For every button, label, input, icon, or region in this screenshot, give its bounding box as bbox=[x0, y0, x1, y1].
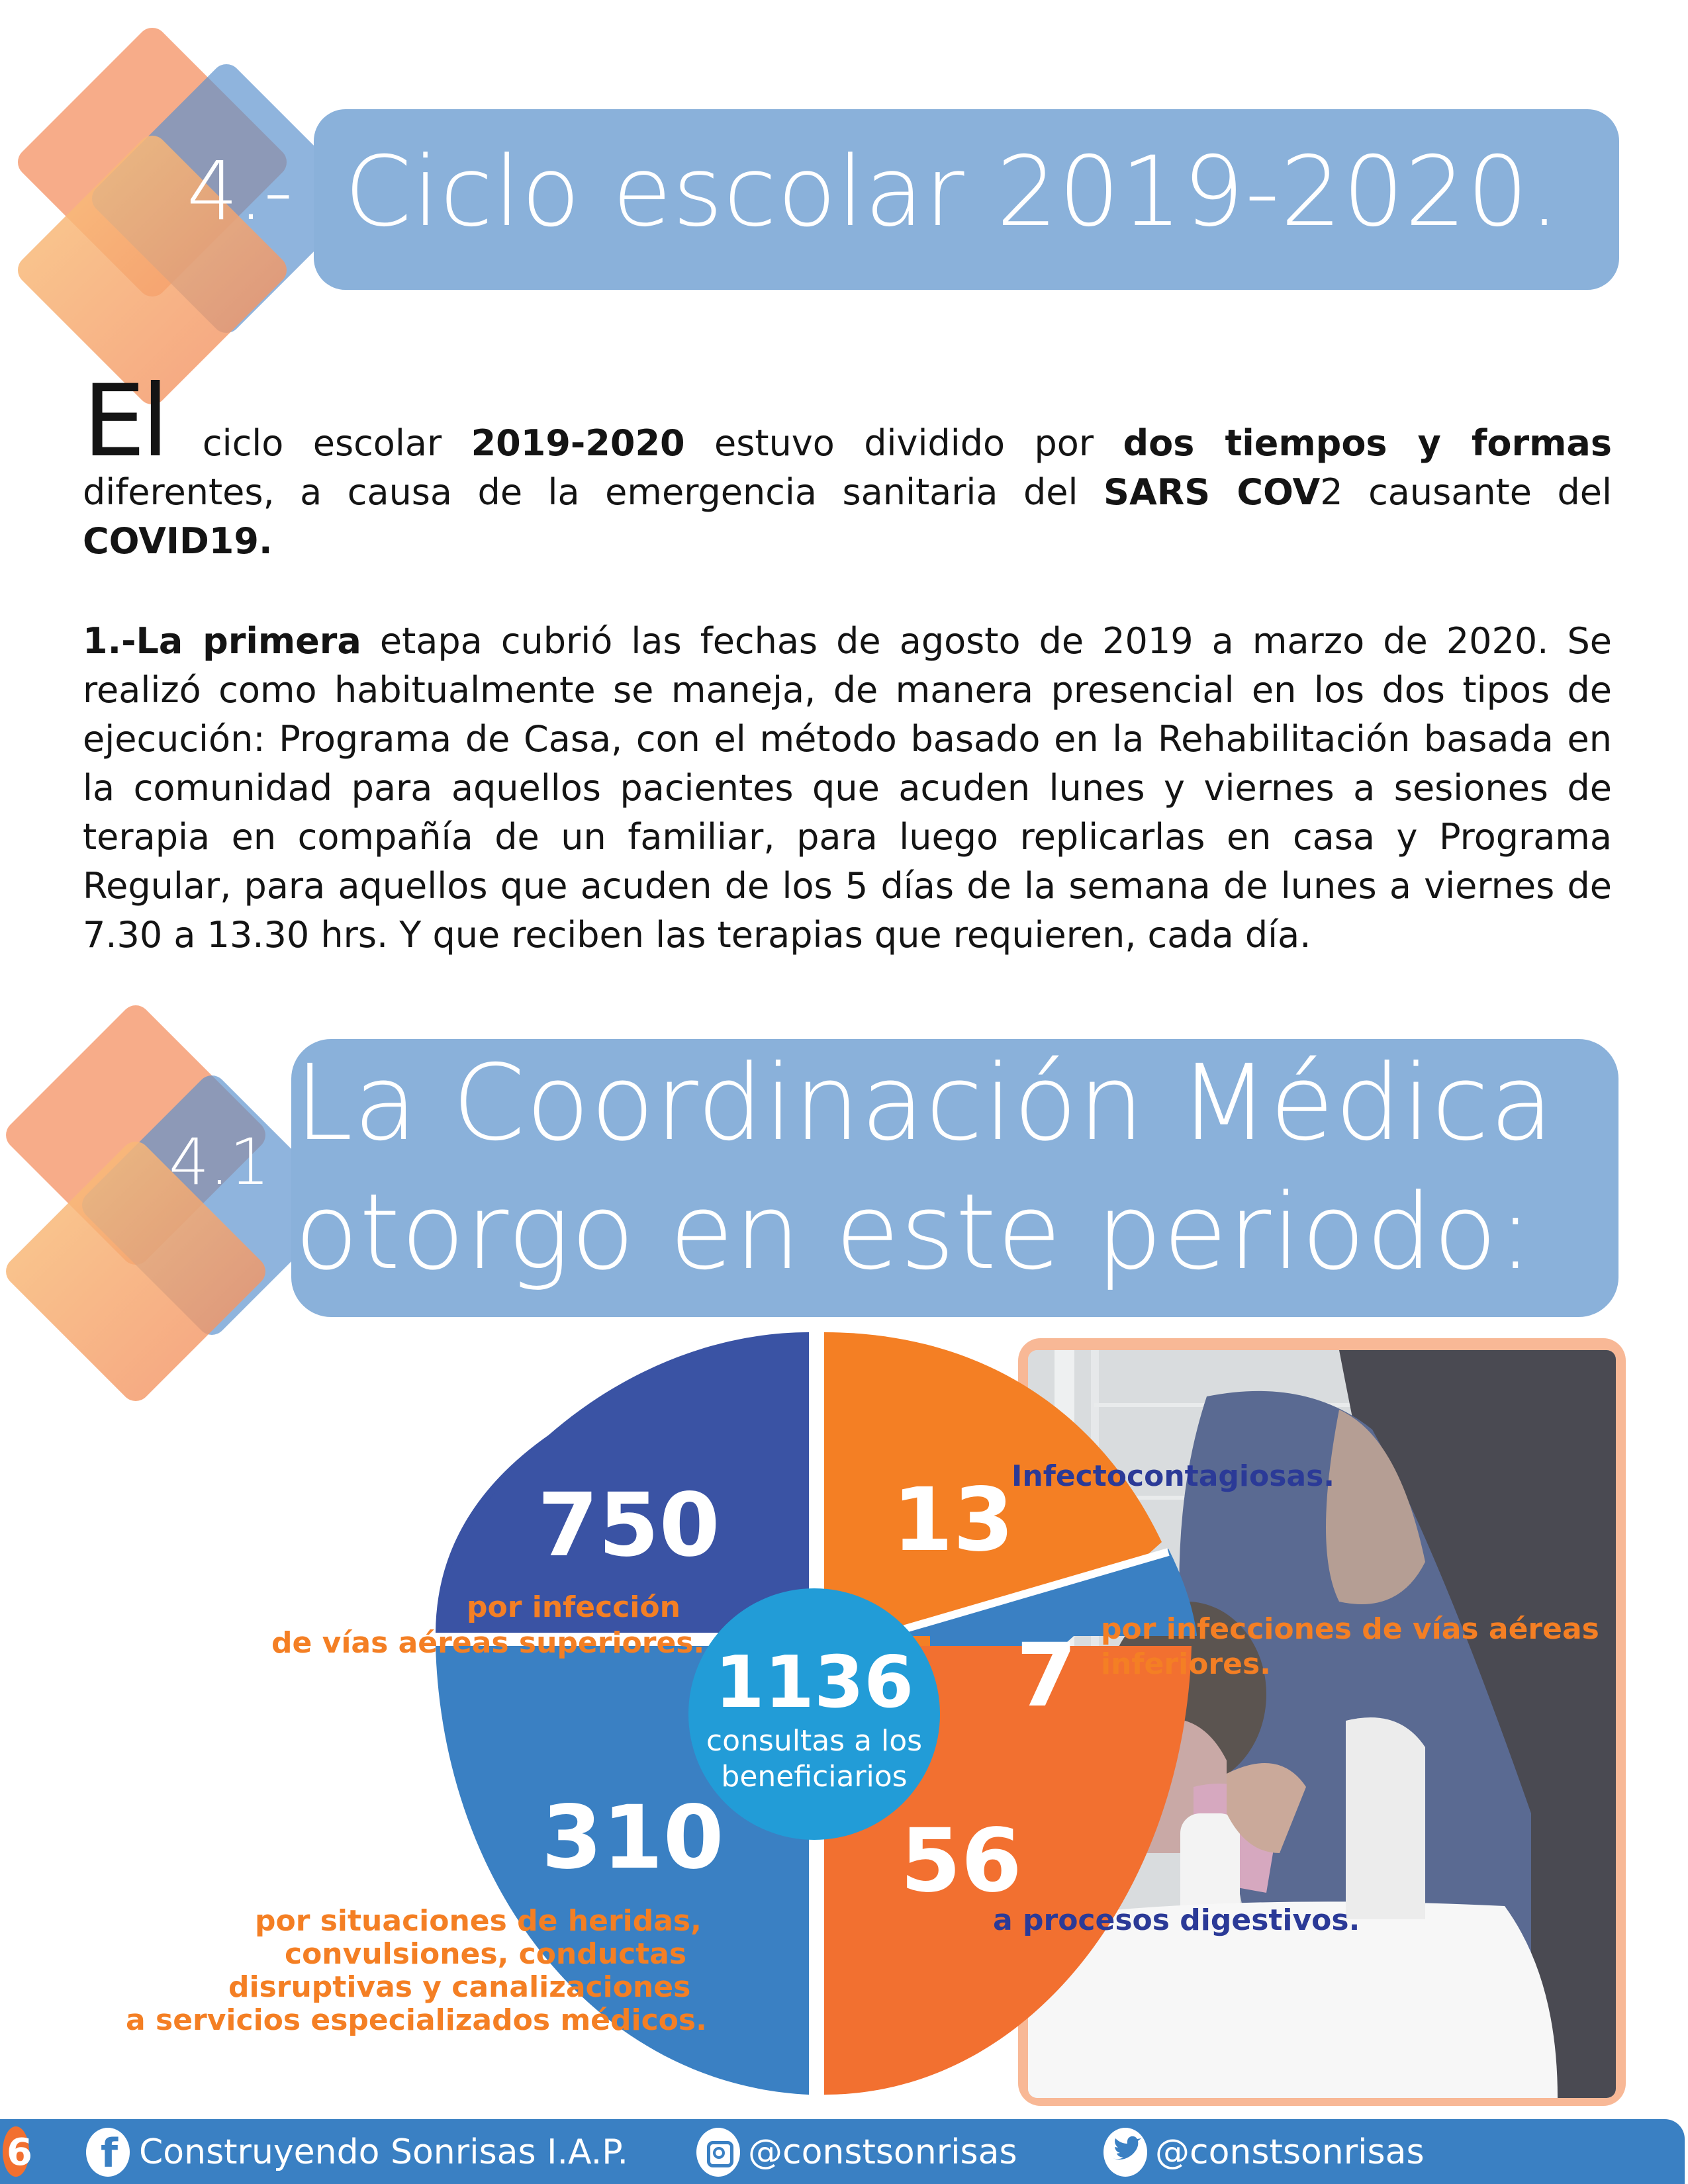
section1-title: Ciclo escolar 2019-2020. bbox=[344, 136, 1561, 248]
value-13: 13 bbox=[892, 1469, 1014, 1571]
label-310-line1: por situaciones de heridas, bbox=[255, 1904, 702, 1938]
label-7-line1: por infecciones de vías aéreas bbox=[1101, 1612, 1599, 1646]
first-stage-lead: 1.-La primera bbox=[83, 620, 361, 662]
label-7-line2: inferiores. bbox=[1101, 1647, 1271, 1681]
label-310-line2: convulsiones, conductas bbox=[285, 1937, 687, 1971]
intro-bold-covid: COVID19. bbox=[83, 520, 273, 562]
intro-bold-years: 2019-2020 bbox=[471, 422, 685, 464]
value-310: 310 bbox=[541, 1787, 724, 1889]
intro-bold-phrase: dos tiempos y formas bbox=[1123, 422, 1612, 464]
intro-text: ciclo escolar bbox=[173, 422, 471, 464]
section1-number: 4.- bbox=[187, 144, 293, 238]
page-number: 6 bbox=[7, 2131, 32, 2174]
label-13: Infectocontagiosas. bbox=[1011, 1459, 1335, 1493]
section1-title-pill bbox=[314, 109, 1619, 290]
footer-bar bbox=[0, 2119, 1685, 2184]
facebook-link[interactable]: Construyendo Sonrisas I.A.P. bbox=[139, 2132, 628, 2172]
page-number-badge bbox=[3, 2126, 29, 2177]
first-stage-paragraph: 1.-La primera etapa cubrió las fechas de… bbox=[83, 617, 1612, 960]
instagram-handle[interactable]: @constsonrisas bbox=[748, 2132, 1017, 2172]
label-750-line2: de vías aéreas superiores. bbox=[271, 1626, 705, 1660]
twitter-icon[interactable] bbox=[1103, 2128, 1147, 2177]
value-7: 7 bbox=[1016, 1625, 1077, 1727]
value-750: 750 bbox=[538, 1475, 720, 1576]
total-value: 1136 bbox=[714, 1641, 914, 1724]
section2-title-line2: otorgo en este periodo: bbox=[295, 1171, 1534, 1293]
total-label-line2: beneficiarios bbox=[721, 1760, 908, 1794]
twitter-handle[interactable]: @constsonrisas bbox=[1155, 2132, 1425, 2172]
facebook-icon[interactable]: f bbox=[86, 2128, 130, 2177]
first-stage-text: etapa cubrió las fechas de agosto de 201… bbox=[83, 620, 1612, 956]
label-56: a procesos digestivos. bbox=[993, 1903, 1360, 1937]
section2-title-pill bbox=[291, 1039, 1618, 1317]
label-750-line1: por infección bbox=[467, 1590, 680, 1624]
intro-bold-virus: SARS COV bbox=[1103, 471, 1321, 513]
section2-title-line1: La Coordinación Médica bbox=[295, 1042, 1555, 1164]
photo-therapist-with-child bbox=[1028, 1350, 1616, 2098]
total-consultations-circle: 1136 consultas a los beneficiarios bbox=[688, 1588, 940, 1840]
section2-number: 4.1 bbox=[169, 1125, 270, 1199]
intro-paragraph: El ciclo escolar 2019-2020 estuvo dividi… bbox=[83, 372, 1612, 566]
intro-text: diferentes, a causa de la emergencia san… bbox=[83, 471, 1104, 513]
intro-text: estuvo dividido por bbox=[684, 422, 1123, 464]
label-310-line4: a servicios especializados médicos. bbox=[126, 2003, 707, 2037]
dropcap: El bbox=[83, 364, 169, 479]
intro-text: 2 causante del bbox=[1320, 471, 1612, 513]
total-label-line1: consultas a los bbox=[706, 1724, 923, 1758]
value-56: 56 bbox=[900, 1810, 1022, 1912]
instagram-icon[interactable] bbox=[696, 2128, 740, 2177]
label-310-line3: disruptivas y canalizaciones bbox=[228, 1970, 691, 2004]
